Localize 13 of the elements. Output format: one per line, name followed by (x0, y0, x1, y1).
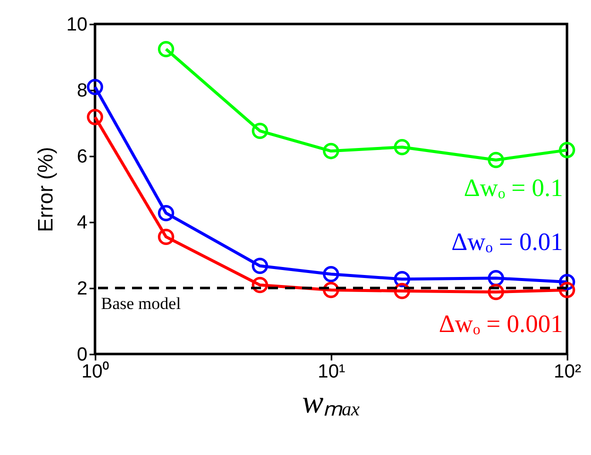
y-tick-label: 4 (76, 212, 88, 234)
ref-line-label: Base model (101, 294, 182, 313)
x-tick-label: 10² (554, 362, 582, 382)
x-axis-title: wₘₐₓ (302, 384, 361, 420)
series-label: Δwₒ = 0.1 (464, 175, 563, 202)
y-axis-title: Error (%) (34, 146, 58, 232)
series-label: Δwₒ = 0.01 (451, 229, 563, 256)
y-tick-label: 8 (76, 80, 88, 102)
y-tick-label: 6 (76, 146, 88, 168)
x-tick-label: 10¹ (318, 362, 346, 382)
y-tick-label: 10 (66, 14, 88, 36)
y-tick-label: 2 (76, 278, 88, 300)
series-label: Δwₒ = 0.001 (438, 310, 563, 338)
